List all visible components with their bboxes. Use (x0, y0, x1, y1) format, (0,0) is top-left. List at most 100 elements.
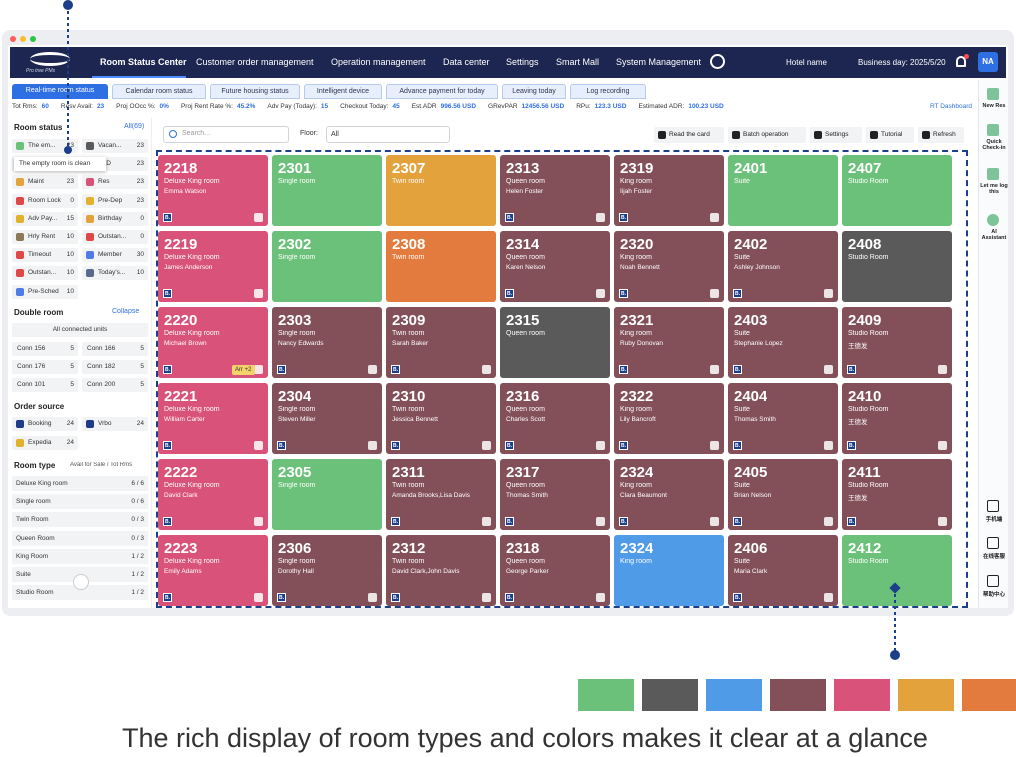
room-card[interactable]: 2302 Single room (272, 231, 382, 302)
rail-icon[interactable] (987, 537, 999, 549)
status-filter[interactable]: Pre-Sched 10 (12, 284, 78, 299)
floor-select[interactable]: All (326, 126, 450, 143)
room-card[interactable]: 2308 Twin room (386, 231, 496, 302)
room-card[interactable]: 2318 Queen room George Parker B. (500, 535, 610, 606)
room-card[interactable]: 2322 King room Lily Bancroft B. (614, 383, 724, 454)
room-card[interactable]: 2315 Queen room (500, 307, 610, 378)
conn-filter[interactable]: Conn 166 5 (82, 342, 148, 356)
room-type-row[interactable]: Single room 0 / 6 (12, 494, 148, 510)
tab[interactable]: Real-time room status (12, 84, 108, 99)
nav-item[interactable]: Customer order management (196, 57, 314, 67)
room-card[interactable]: 2307 Twin room (386, 155, 496, 226)
room-card[interactable]: 2401 Suite (728, 155, 838, 226)
status-filter[interactable]: Vacan... 23 (82, 139, 148, 153)
conn-filter[interactable]: Conn 176 5 (12, 360, 78, 374)
room-card[interactable]: 2305 Single room (272, 459, 382, 530)
room-card[interactable]: 2410 Studio Room 王德发 B. (842, 383, 952, 454)
rail-icon[interactable] (987, 575, 999, 587)
tab[interactable]: Leaving today (502, 84, 566, 99)
room-card[interactable]: 2404 Suite Thomas Smith B. (728, 383, 838, 454)
rail-icon[interactable] (987, 168, 999, 180)
conn-filter[interactable]: Conn 200 5 (82, 378, 148, 392)
rail-label[interactable]: 在线客服 (982, 554, 1005, 560)
room-card[interactable]: 2223 Deluxe King room Emily Adams B. (158, 535, 268, 606)
room-card[interactable]: 2403 Suite Stephanie Lopez B. (728, 307, 838, 378)
room-card[interactable]: 2310 Twin room Jessica Bennett B. (386, 383, 496, 454)
status-filter[interactable]: Member 30 (82, 248, 148, 263)
tab[interactable]: Calendar room status (112, 84, 206, 99)
tab[interactable]: Log recording (570, 84, 646, 99)
toolbar-button[interactable]: Refresh (918, 127, 964, 143)
status-filter[interactable]: Birthday 0 (82, 211, 148, 226)
room-card[interactable]: 2402 Suite Ashley Johnson B. (728, 231, 838, 302)
room-card[interactable]: 2314 Queen room Karen Nelson B. (500, 231, 610, 302)
room-type-row[interactable]: King Room 1 / 2 (12, 548, 148, 564)
room-card[interactable]: 2301 Single room (272, 155, 382, 226)
room-card[interactable]: 2321 King room Ruby Donovan B. (614, 307, 724, 378)
room-card[interactable]: 2407 Studio Room (842, 155, 952, 226)
room-card[interactable]: 2405 Suite Brian Nelson B. (728, 459, 838, 530)
nav-item[interactable]: System Management (616, 57, 702, 67)
room-card[interactable]: 2311 Twin room Amanda Brooks,Lisa Davis B. (386, 459, 496, 530)
toolbar-button[interactable]: Batch operation (728, 127, 806, 143)
room-card[interactable]: 2412 Studio Room (842, 535, 952, 606)
room-card[interactable]: 2317 Queen room Thomas Smith B. (500, 459, 610, 530)
room-card[interactable]: 2309 Twin room Sarah Baker B. (386, 307, 496, 378)
room-card[interactable]: 2408 Studio Room (842, 231, 952, 302)
source-filter[interactable]: Booking 24 (12, 417, 78, 431)
room-card[interactable]: 2316 Queen room Charles Scott B. (500, 383, 610, 454)
room-card[interactable]: 2324 King room (614, 535, 724, 606)
room-type-row[interactable]: Deluxe King room 6 / 6 (12, 476, 148, 491)
room-card[interactable]: 2319 King room Iijah Foster B. (614, 155, 724, 226)
rail-label[interactable]: Let me log this (980, 183, 1008, 195)
rail-label[interactable]: New Res (982, 103, 1006, 109)
room-card[interactable]: 2306 Single room Dorothy Hall B. (272, 535, 382, 606)
room-type-row[interactable]: Studio Room 1 / 2 (12, 585, 148, 601)
nav-item[interactable]: Settings (506, 57, 539, 67)
status-filter[interactable]: Res 23 (82, 175, 148, 190)
rail-icon[interactable] (987, 124, 999, 136)
room-card[interactable]: 2312 Twin room David Clark,John Davis B. (386, 535, 496, 606)
tab[interactable]: Intelligent device (304, 84, 382, 99)
nav-item[interactable]: Operation management (331, 57, 426, 67)
room-card[interactable]: 2324 King room Clara Beaumont B. (614, 459, 724, 530)
status-filter[interactable]: Today's... 10 (82, 266, 148, 281)
room-card[interactable]: 2320 King room Noah Bennett B. (614, 231, 724, 302)
avatar[interactable]: NA (978, 52, 998, 72)
rail-label[interactable]: AI Assistant (981, 229, 1007, 241)
room-type-row[interactable]: Twin Room 0 / 3 (12, 512, 148, 528)
collapse-link[interactable]: Collapse (112, 308, 140, 315)
nav-item[interactable]: Room Status Center (100, 57, 187, 67)
room-card[interactable]: 2304 Single room Steven Miller B. (272, 383, 382, 454)
room-card[interactable]: 2218 Deluxe King room Emma Watson B. (158, 155, 268, 226)
room-card[interactable]: 2220 Deluxe King room Michael Brown B. Arr +… (158, 307, 268, 378)
room-card[interactable]: 2303 Single room Nancy Edwards B. (272, 307, 382, 378)
conn-filter[interactable]: Conn 182 5 (82, 360, 148, 374)
tab[interactable]: Future housing status (210, 84, 300, 99)
toolbar-button[interactable]: Tutorial (866, 127, 914, 143)
nav-item[interactable]: Smart Mall (556, 57, 600, 67)
toolbar-button[interactable]: Settings (810, 127, 862, 143)
status-filter[interactable]: Hrly Rent 10 (12, 230, 78, 244)
status-filter[interactable]: Outstan... 10 (12, 266, 78, 281)
rail-icon[interactable] (987, 88, 999, 100)
status-filter[interactable]: Adv Pay... 15 (12, 211, 78, 226)
status-filter[interactable]: Maint 23 (12, 175, 78, 190)
status-filter[interactable]: Pre-Dep 23 (82, 193, 148, 208)
toolbar-button[interactable]: Read the card (654, 127, 724, 143)
nav-item[interactable]: Data center (443, 57, 490, 67)
status-filter[interactable]: Room Lock 0 (12, 193, 78, 208)
room-card[interactable]: 2411 Studio Room 王德发 B. (842, 459, 952, 530)
source-filter[interactable]: Expedia 24 (12, 436, 78, 450)
search-placeholder[interactable]: Search... (182, 130, 211, 137)
hotel-name[interactable]: Hotel name (786, 58, 827, 67)
room-card[interactable]: 2313 Queen room Helen Foster B. (500, 155, 610, 226)
room-card[interactable]: 2409 Studio Room 王德发 B. (842, 307, 952, 378)
rail-icon[interactable] (987, 214, 999, 226)
tab[interactable]: Advance payment for today (386, 84, 498, 99)
room-type-row[interactable]: Queen Room 0 / 3 (12, 530, 148, 546)
status-filter[interactable]: Outstan... 0 (82, 230, 148, 244)
rail-label[interactable]: 帮助中心 (982, 592, 1005, 598)
source-filter[interactable]: Vrbo 24 (82, 417, 148, 431)
room-card[interactable]: 2219 Deluxe King room James Anderson B. (158, 231, 268, 302)
